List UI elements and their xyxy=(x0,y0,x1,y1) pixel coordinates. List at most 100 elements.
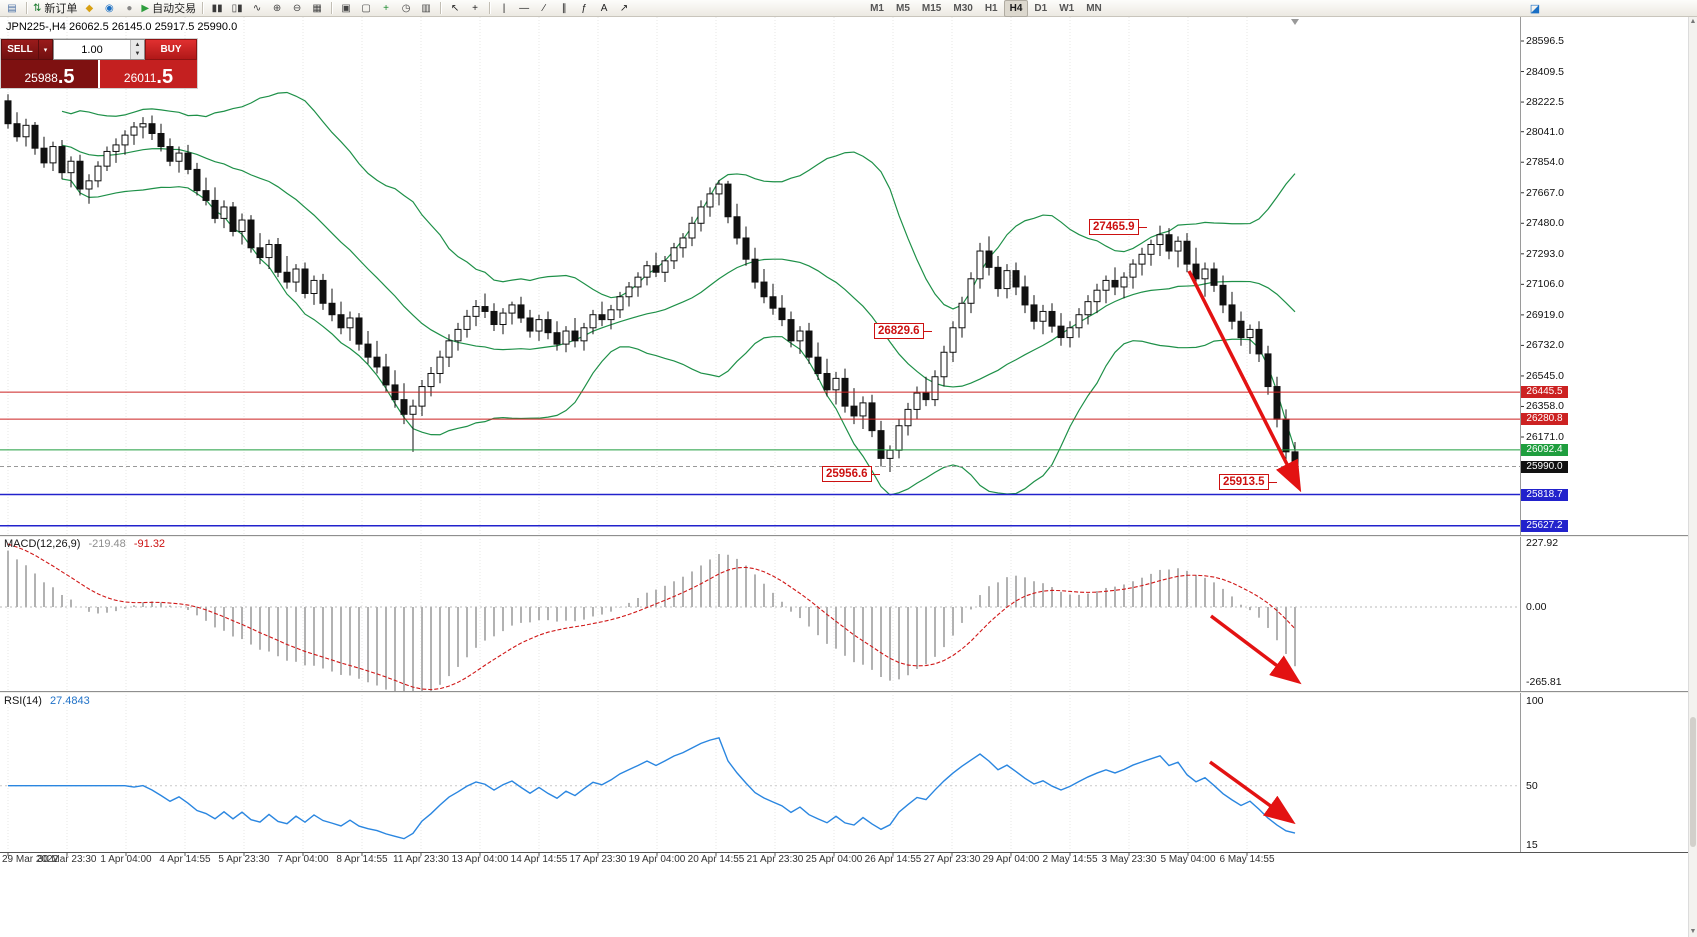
toolbar-separator xyxy=(26,2,27,14)
sell-price-main: 25988 xyxy=(24,71,58,85)
sell-price-pips: .5 xyxy=(57,66,75,88)
text-icon: A xyxy=(600,2,608,14)
line-chart-icon[interactable]: ∿ xyxy=(247,1,267,16)
autotrading-button[interactable]: ▶ 自动交易 xyxy=(139,1,198,16)
chart-window-icon[interactable]: ▤ xyxy=(2,1,22,16)
price-axis-label: 26358.0 xyxy=(1526,400,1564,413)
scrollbar-thumb[interactable] xyxy=(1690,717,1696,847)
price-tag: 26280.8 xyxy=(1521,413,1568,426)
sell-options-caret[interactable]: ▾ xyxy=(39,39,53,60)
autotrading-button-label: 自动交易 xyxy=(152,3,197,15)
rsi-value: 27.4843 xyxy=(49,695,90,707)
cascade-windows-icon: ▢ xyxy=(361,2,371,14)
channel-icon[interactable]: ∥ xyxy=(554,1,574,16)
text-icon[interactable]: A xyxy=(594,1,614,16)
time-axis-label: 21 Apr 23:30 xyxy=(746,854,804,865)
profiles-icon[interactable]: ◉ xyxy=(99,1,119,16)
mql5-market-icon: ◆ xyxy=(85,2,94,14)
time-axis-label: 6 May 14:55 xyxy=(1219,854,1275,865)
templates-icon: ▥ xyxy=(421,2,431,14)
horizontal-line-icon[interactable]: ― xyxy=(514,1,534,16)
tile-windows-icon: ▣ xyxy=(341,2,351,14)
time-axis-label: 13 Apr 04:00 xyxy=(451,854,509,865)
sell-button[interactable]: SELL xyxy=(1,39,39,60)
timeframe-d1-button[interactable]: D1 xyxy=(1034,2,1048,14)
templates-icon[interactable]: ▥ xyxy=(416,1,436,16)
timeframe-h4-button[interactable]: H4 xyxy=(1003,0,1029,17)
price-axis-divider xyxy=(1520,17,1521,852)
autotrading-icon: ▶ xyxy=(141,2,150,14)
rsi-name: RSI(14) xyxy=(4,695,42,707)
timeframe-m1-button[interactable]: M1 xyxy=(870,2,884,14)
time-axis-label: 7 Apr 04:00 xyxy=(277,854,329,865)
timeframe-m5-button[interactable]: M5 xyxy=(896,2,910,14)
time-axis-label: 20 Apr 14:55 xyxy=(687,854,745,865)
tile-windows-icon[interactable]: ▣ xyxy=(336,1,356,16)
candle-chart-icon: ▯▮ xyxy=(231,2,243,14)
time-axis-label: 11 Apr 23:30 xyxy=(393,854,449,865)
arrows-tool-icon[interactable]: ↗ xyxy=(614,1,634,16)
cascade-windows-icon[interactable]: ▢ xyxy=(356,1,376,16)
rsi-label: RSI(14) 27.4843 xyxy=(4,695,90,707)
zoom-out-icon[interactable]: ⊖ xyxy=(287,1,307,16)
news-icon[interactable]: ● xyxy=(119,1,139,16)
volume-stepper[interactable]: ▲ ▼ xyxy=(130,40,144,59)
pane-separator-rsi[interactable] xyxy=(0,691,1688,693)
time-axis-label: 5 Apr 23:30 xyxy=(218,854,270,865)
new-order-button[interactable]: ⇅ 新订单 xyxy=(31,1,79,16)
crosshair-icon[interactable]: + xyxy=(465,1,485,16)
mql5-market-icon[interactable]: ◆ xyxy=(79,1,99,16)
price-axis-label: 26171.0 xyxy=(1526,431,1564,443)
fibonacci-icon[interactable]: ƒ xyxy=(574,1,594,16)
time-axis-label: 4 Apr 14:55 xyxy=(159,854,211,865)
trendline-icon[interactable]: ∕ xyxy=(534,1,554,16)
timeframe-m15-button[interactable]: M15 xyxy=(921,2,942,14)
timeframe-mn-button[interactable]: MN xyxy=(1086,2,1102,14)
price-tag: 25990.0 xyxy=(1521,460,1568,473)
toolbar-separator xyxy=(331,2,333,14)
app-logo-icon[interactable]: ◪ xyxy=(1529,2,1541,15)
chart-window-icon: ▤ xyxy=(7,2,17,14)
zoom-in-icon[interactable]: ⊕ xyxy=(267,1,287,16)
volume-input[interactable] xyxy=(54,40,130,59)
time-axis-label: 26 Apr 14:55 xyxy=(864,854,922,865)
candle-chart-icon[interactable]: ▯▮ xyxy=(227,1,247,16)
one-click-trading-panel: SELL ▾ ▲ ▼ BUY 25988 .5 26011 .5 xyxy=(1,39,197,88)
price-axis-label: 28596.5 xyxy=(1526,35,1564,47)
chart-area[interactable] xyxy=(0,17,1520,852)
volume-down-icon[interactable]: ▼ xyxy=(131,49,144,59)
time-axis-label: 27 Apr 23:30 xyxy=(923,854,981,865)
sell-price[interactable]: 25988 .5 xyxy=(1,60,98,88)
buy-price[interactable]: 26011 .5 xyxy=(100,60,197,88)
time-axis-label: 8 Apr 14:55 xyxy=(336,854,388,865)
scroll-down-icon[interactable]: ▼ xyxy=(1689,928,1697,935)
crosshair-icon: + xyxy=(472,2,479,14)
periods-icon[interactable]: ◷ xyxy=(396,1,416,16)
price-tag: 25818.7 xyxy=(1521,488,1568,501)
vertical-line-icon[interactable]: | xyxy=(494,1,514,16)
bar-chart-icon[interactable]: ▮▮ xyxy=(207,1,227,16)
price-tag: 26092.4 xyxy=(1521,443,1568,456)
pane-separator-macd[interactable] xyxy=(0,535,1688,537)
vertical-scrollbar[interactable]: ▲ ▼ xyxy=(1688,17,1697,937)
grid-icon[interactable]: ▦ xyxy=(307,1,327,16)
buy-price-pips: .5 xyxy=(156,66,174,88)
price-axis-label: 28041.0 xyxy=(1526,125,1564,138)
volume-up-icon[interactable]: ▲ xyxy=(131,40,144,50)
macd-name: MACD(12,26,9) xyxy=(4,538,81,550)
macd-main-value: -219.48 xyxy=(88,538,126,550)
price-axis-label: 27106.0 xyxy=(1526,278,1564,291)
scroll-up-icon[interactable]: ▲ xyxy=(1689,18,1697,25)
indicators-icon: + xyxy=(383,2,390,14)
zoom-in-icon: ⊕ xyxy=(272,2,282,14)
indicators-icon[interactable]: + xyxy=(376,1,396,16)
toolbar-separator xyxy=(489,2,491,14)
price-axis-label: 28222.5 xyxy=(1526,96,1564,109)
time-axis-label: 17 Apr 23:30 xyxy=(569,854,627,865)
timeframe-h1-button[interactable]: H1 xyxy=(984,2,998,14)
timeframe-m30-button[interactable]: M30 xyxy=(953,2,973,14)
buy-button[interactable]: BUY xyxy=(145,39,197,60)
cursor-icon[interactable]: ↖ xyxy=(445,1,465,16)
timeframe-w1-button[interactable]: W1 xyxy=(1059,2,1075,14)
time-axis-label: 2 May 14:55 xyxy=(1042,854,1098,865)
